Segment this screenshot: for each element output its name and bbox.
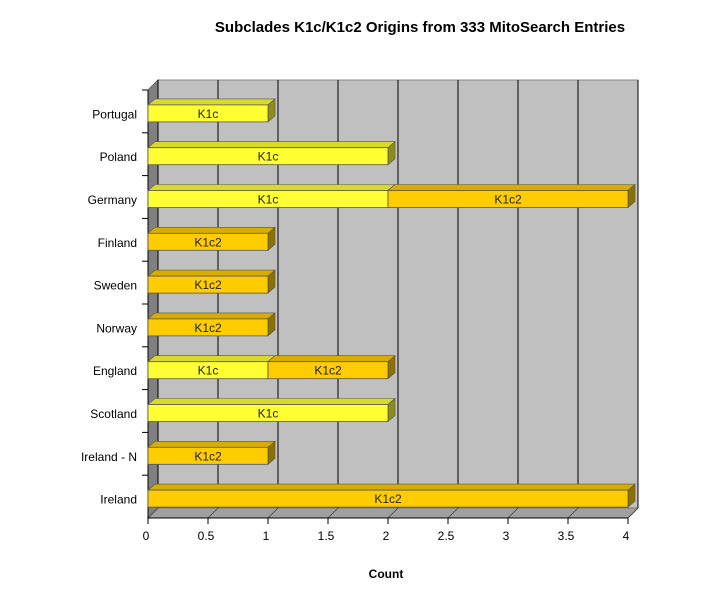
bar: [387, 190, 629, 208]
bar-top-face: [147, 227, 276, 234]
plot-area: 0 0.5 1 1.5 2 2.5 3 3.5 4 Portugal K1c Poland K1c Ger…: [81, 78, 640, 543]
bar-top-face: [147, 184, 396, 191]
x-tick-label: 2: [383, 529, 390, 543]
y-category-label: Ireland - N: [81, 450, 137, 464]
floor-gridline: [507, 507, 519, 519]
floor-gridline: [627, 507, 639, 519]
bar-label: K1c2: [374, 492, 402, 506]
bar-top-face: [147, 269, 276, 277]
floor-gridline: [147, 507, 159, 519]
bar-label: K1c: [258, 407, 279, 421]
y-category-label: Portugal: [92, 107, 137, 121]
bar-top-face: [147, 398, 396, 405]
bar: [147, 489, 629, 508]
x-tick-label: 2.5: [438, 529, 455, 543]
bar-label: K1c2: [194, 449, 222, 463]
bar-label: K1c2: [194, 278, 222, 292]
bar: [147, 232, 269, 251]
y-category-label: Finland: [98, 236, 137, 250]
bar-top-face: [147, 355, 276, 363]
floor-gridline: [207, 507, 219, 519]
x-tick-label: 1: [263, 529, 270, 543]
bar-label: K1c2: [194, 235, 222, 249]
x-tick-label: 3.5: [558, 529, 575, 543]
y-category-label: Ireland: [100, 493, 137, 507]
bar-label: K1c2: [194, 321, 222, 335]
bar-top-face: [147, 483, 636, 491]
bar-top-face: [387, 184, 636, 191]
chart-title: Subclades K1c/K1c2 Origins from 333 Mito…: [215, 19, 625, 36]
y-category-label: Norway: [96, 321, 137, 335]
floor-gridline: [327, 507, 339, 519]
floor-gridline: [567, 507, 579, 519]
bar-top-face: [147, 98, 276, 106]
bar-top-face: [147, 141, 396, 148]
x-tick-label: 4: [623, 529, 630, 543]
bar-top-face: [147, 440, 276, 448]
y-category-label: Germany: [88, 193, 137, 207]
bar: [147, 275, 269, 294]
bar-label: K1c: [258, 193, 279, 207]
bar: [147, 147, 389, 166]
bar: [147, 404, 389, 422]
bar-label: K1c: [198, 107, 219, 121]
bar: [147, 318, 269, 337]
floor-gridline: [267, 507, 279, 519]
bar: [147, 104, 269, 123]
y-category-label: England: [93, 364, 137, 378]
x-axis-label: Count: [369, 567, 404, 581]
bar-label: K1c: [198, 364, 219, 378]
bar-label: K1c2: [494, 193, 522, 207]
bar: [267, 361, 389, 380]
bar-top-face: [147, 312, 276, 320]
x-tick-label: 0: [143, 529, 150, 543]
x-tick-label: 0.5: [198, 529, 215, 543]
floor-gridline: [387, 507, 399, 519]
y-category-label: Sweden: [94, 279, 137, 293]
y-category-label: Poland: [100, 150, 137, 164]
x-tick-label: 1.5: [318, 529, 335, 543]
bar: [147, 446, 269, 465]
bar-label: K1c: [258, 150, 279, 164]
bar-top-face: [267, 355, 396, 363]
y-category-label: Scotland: [90, 407, 137, 421]
floor-gridline: [447, 507, 459, 519]
bar-label: K1c2: [314, 364, 342, 378]
x-tick-label: 3: [503, 529, 510, 543]
